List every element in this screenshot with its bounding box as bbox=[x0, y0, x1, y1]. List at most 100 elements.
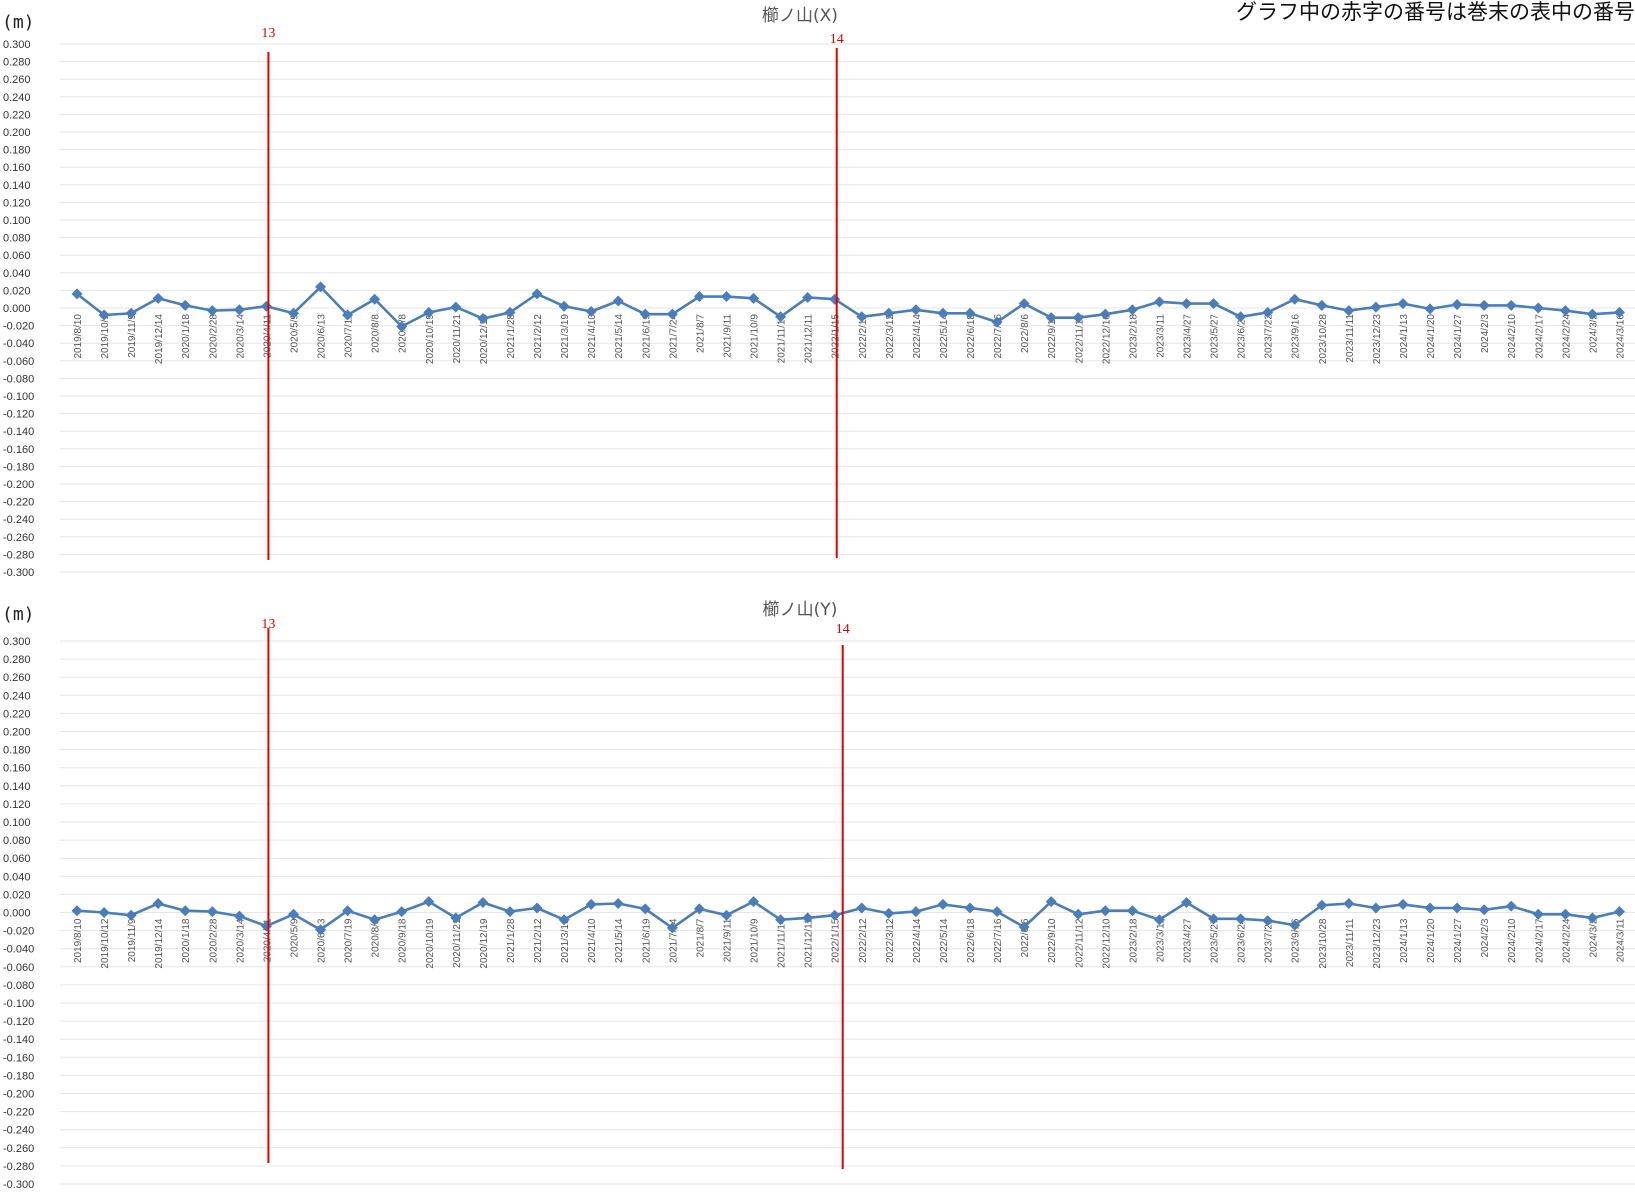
x-tick-label: 2023/2/18 bbox=[1128, 918, 1139, 963]
data-point bbox=[1316, 299, 1328, 311]
y-tick-label: 0.180 bbox=[3, 145, 31, 157]
x-tick-label: 2022/11/12 bbox=[1074, 918, 1085, 968]
data-point bbox=[260, 300, 272, 312]
x-tick-label: 2021/5/14 bbox=[614, 918, 625, 963]
x-tick-label: 2022/4/14 bbox=[912, 918, 923, 963]
x-tick-label: 2019/10/1 bbox=[100, 314, 111, 359]
x-tick-label: 2024/1/13 bbox=[1399, 314, 1410, 359]
y-tick-label: 0.200 bbox=[3, 727, 31, 739]
x-tick-label: 2021/1/28 bbox=[506, 314, 517, 359]
data-point bbox=[802, 912, 814, 924]
series-line bbox=[76, 900, 1620, 932]
x-tick-label: 2024/2/17 bbox=[1534, 314, 1545, 359]
y-tick-label: 0.300 bbox=[3, 636, 31, 648]
x-tick-label: 2023/7/22 bbox=[1264, 314, 1275, 359]
y-tick-label: 0.100 bbox=[3, 215, 31, 227]
data-point bbox=[477, 897, 489, 909]
data-point bbox=[720, 909, 732, 921]
chart-y: (m) 櫛ノ山(Y) 0.300 0.280 0.260 0.240 0.220 0.20… bbox=[2, 600, 1635, 1191]
y-tick-label: -0.120 bbox=[3, 409, 34, 421]
data-point bbox=[991, 316, 1003, 328]
x-tick-label: 2022/8/6 bbox=[1020, 314, 1031, 353]
data-point bbox=[585, 306, 597, 318]
x-tick-label: 2022/6/18 bbox=[966, 918, 977, 963]
y-tick-label: 0.080 bbox=[3, 233, 31, 245]
x-tick-label: 2021/10/9 bbox=[750, 918, 761, 963]
data-point bbox=[369, 293, 381, 305]
y-tick-label: 0.060 bbox=[3, 250, 31, 262]
data-point bbox=[1397, 898, 1409, 910]
data-point bbox=[639, 308, 651, 320]
y-tick-label: 0.280 bbox=[3, 57, 31, 69]
x-tick-label: 2022/2/12 bbox=[858, 314, 869, 359]
data-point bbox=[1613, 906, 1625, 918]
figure-note: グラフ中の赤字の番号は巻末の表中の番号 bbox=[1236, 0, 1635, 24]
x-tick-label: 2019/8/10 bbox=[73, 918, 84, 963]
data-point bbox=[396, 906, 408, 918]
x-tick-label: 2024/2/17 bbox=[1534, 918, 1545, 963]
x-tick-label: 2023/6/24 bbox=[1237, 918, 1248, 963]
data-point bbox=[1343, 305, 1355, 317]
data-point bbox=[1235, 311, 1247, 323]
data-point bbox=[720, 291, 732, 303]
x-tick-label: 2024/2/24 bbox=[1561, 918, 1572, 963]
data-point bbox=[315, 924, 327, 936]
x-tick-label: 2024/1/27 bbox=[1453, 314, 1464, 359]
x-tick-label: 2023/7/22 bbox=[1264, 918, 1275, 963]
x-tick-label: 2022/8/6 bbox=[1020, 918, 1031, 957]
y-tick-label: 0.240 bbox=[3, 92, 31, 104]
data-point bbox=[71, 288, 83, 300]
x-tick-label: 2020/9/8 bbox=[398, 314, 409, 353]
x-tick-label: 2024/1/27 bbox=[1453, 918, 1464, 963]
x-tick-label: 2019/8/10 bbox=[73, 314, 84, 359]
series-line bbox=[76, 285, 1620, 328]
y-tick-label: -0.080 bbox=[3, 980, 34, 992]
data-point bbox=[1153, 296, 1165, 308]
data-point bbox=[233, 304, 245, 316]
x-tick-label: 2019/10/12 bbox=[100, 918, 111, 968]
x-tick-label: 2021/12/11 bbox=[804, 918, 815, 968]
x-tick-label: 2023/2/18 bbox=[1128, 314, 1139, 359]
x-tick-label: 2020/8/8 bbox=[371, 918, 382, 957]
data-point bbox=[504, 906, 516, 918]
y-tick-label: 0.040 bbox=[3, 871, 31, 883]
y-tick-label: -0.260 bbox=[3, 1143, 34, 1155]
x-tick-label: 2021/11/14 bbox=[777, 314, 788, 364]
data-point bbox=[1289, 919, 1301, 931]
data-point bbox=[1424, 902, 1436, 914]
data-point bbox=[531, 902, 543, 914]
x-tick-label: 2024/3/2 bbox=[1588, 314, 1599, 353]
x-tick-label: 2020/5/9 bbox=[289, 918, 300, 957]
x-tick-label: 2024/2/10 bbox=[1507, 314, 1518, 359]
data-point bbox=[612, 295, 624, 307]
x-tick-label: 2020/10/19 bbox=[425, 918, 436, 968]
x-tick-label: 2022/4/14 bbox=[912, 314, 923, 359]
data-point bbox=[1208, 913, 1220, 925]
data-point bbox=[71, 905, 83, 917]
y-tick-label: -0.020 bbox=[3, 926, 34, 938]
y-tick-label: -0.060 bbox=[3, 962, 34, 974]
data-point bbox=[396, 320, 408, 332]
x-tick-label: 2023/11/11 bbox=[1345, 314, 1356, 363]
y-tick-label: -0.180 bbox=[3, 1070, 34, 1082]
data-point bbox=[206, 305, 218, 317]
data-point bbox=[1451, 902, 1463, 914]
data-point bbox=[964, 902, 976, 914]
data-point bbox=[98, 309, 110, 321]
y-tick-label: 0.140 bbox=[3, 180, 31, 192]
data-point bbox=[450, 301, 462, 313]
y-tick-label: -0.100 bbox=[3, 998, 34, 1010]
data-point bbox=[1235, 913, 1247, 925]
data-point bbox=[1532, 908, 1544, 920]
y-tick-label: 0.240 bbox=[3, 690, 31, 702]
x-tick-label: 2020/12/19 bbox=[479, 918, 490, 968]
data-point bbox=[585, 898, 597, 910]
data-point bbox=[558, 914, 570, 926]
y-tick-label: -0.140 bbox=[3, 426, 34, 438]
y-tick-label: -0.220 bbox=[3, 497, 34, 509]
data-point bbox=[910, 906, 922, 918]
x-tick-label: 2021/7/24 bbox=[668, 918, 679, 963]
y-tick-label: 0.180 bbox=[3, 745, 31, 757]
x-tick-label: 2024/2/24 bbox=[1561, 314, 1572, 359]
x-tick-label: 2022/5/14 bbox=[939, 918, 950, 963]
